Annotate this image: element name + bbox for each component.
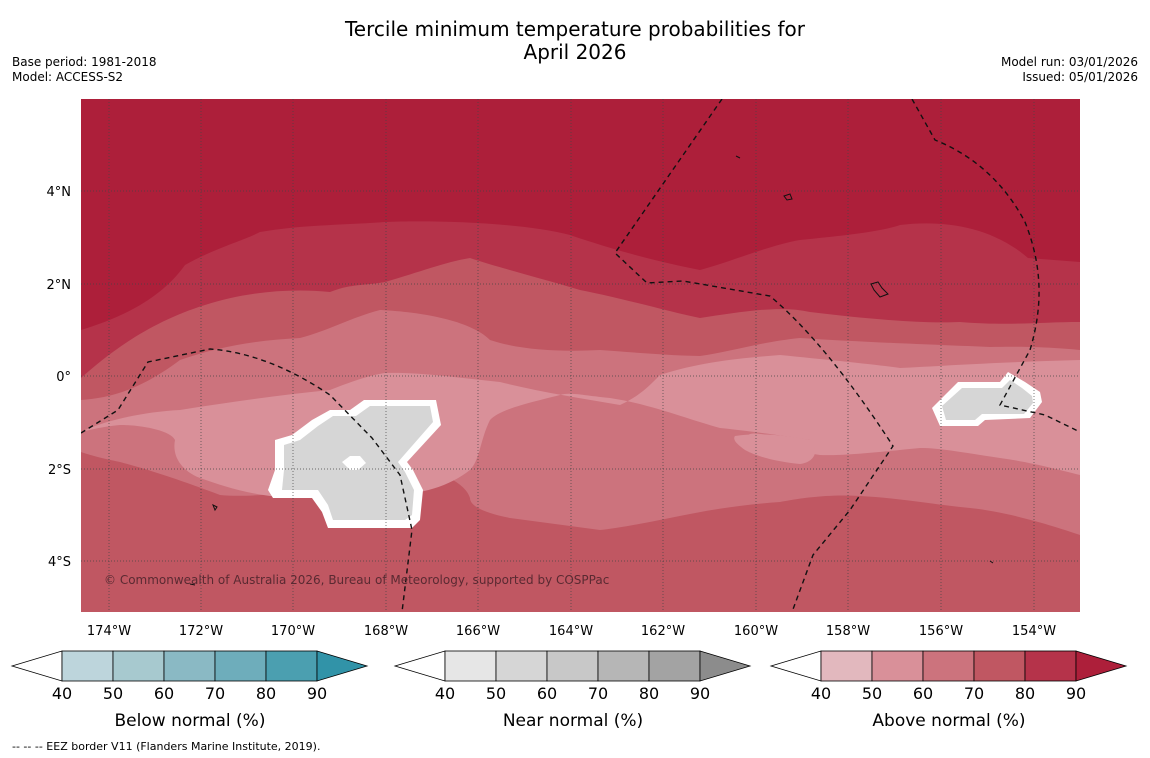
lat-labels: 4°N 2°N 0° 2°S 4°S [47,185,72,570]
issued-date: Issued: 05/01/2026 [1022,70,1138,84]
colorbar-segment [495,650,548,682]
colorbar-segment [112,650,165,682]
colorbar-extend-high [699,650,752,682]
island [870,281,889,298]
colorbar-tick: 40 [811,684,831,703]
island [989,560,994,564]
island [189,583,196,586]
colorbar-tick: 90 [690,684,710,703]
colorbar-tick: 80 [1015,684,1035,703]
colorbar-tick: 80 [256,684,276,703]
lon-label: 160°W [734,624,778,639]
colorbar-segment [265,650,318,682]
colorbar-segment [597,650,650,682]
lon-label: 166°W [456,624,500,639]
colorbar-above-normal: 40 50 60 70 80 90 Above normal (%) [769,650,1128,731]
colorbar-tick: 80 [639,684,659,703]
colorbar-segment [444,650,497,682]
colorbar-extend-high [1075,650,1128,682]
meta-right: Model run: 03/01/2026 Issued: 05/01/2026 [1001,55,1138,85]
colorbar-tick: 60 [913,684,933,703]
lon-labels: 174°W 172°W 170°W 168°W 166°W 164°W 162°… [87,624,1056,639]
model-name: Model: ACCESS-S2 [12,70,124,84]
band-above-50-patch [734,434,816,464]
lon-label: 164°W [549,624,593,639]
colorbar-extend-low [10,650,63,682]
lon-label: 174°W [87,624,131,639]
island [735,155,741,159]
lat-label: 4°S [48,555,71,570]
colorbar-segment [820,650,873,682]
lon-label: 172°W [179,624,223,639]
colorbar-segment [163,650,216,682]
colorbar-segment [546,650,599,682]
colorbar-extend-high [316,650,369,682]
colorbar-tick: 60 [154,684,174,703]
colorbar-tick: 50 [486,684,506,703]
meta-left: Base period: 1981-2018 Model: ACCESS-S2 [12,55,157,85]
probability-field [81,99,1080,612]
colorbar-segment [214,650,267,682]
colorbar-tick: 50 [103,684,123,703]
islands [189,155,994,586]
lat-label: 4°N [47,185,72,200]
lon-label: 168°W [364,624,408,639]
colorbar-tick: 70 [588,684,608,703]
colorbar-tick: 90 [1066,684,1086,703]
lon-label: 158°W [826,624,870,639]
map-title-line2: April 2026 [523,40,627,64]
colorbar-segment [973,650,1026,682]
colorbar-segment [61,650,114,682]
colorbar-title: Above normal (%) [872,711,1025,731]
base-period: Base period: 1981-2018 [12,55,157,69]
colorbar-extend-low [769,650,822,682]
lon-label: 154°W [1012,624,1056,639]
eez-footnote: -- -- -- EEZ border V11 (Flanders Marine… [12,740,321,753]
colorbar-segment [648,650,701,682]
lon-label: 170°W [271,624,315,639]
model-run: Model run: 03/01/2026 [1000,55,1138,69]
colorbar-near-normal: 40 50 60 70 80 90 Near normal (%) [393,650,752,731]
colorbar-segment [922,650,975,682]
colorbar-title: Near normal (%) [503,711,643,731]
lat-label: 2°S [48,463,71,478]
colorbar-tick: 60 [537,684,557,703]
attribution: © Commonwealth of Australia 2026, Bureau… [104,573,609,587]
lat-label: 0° [56,370,71,385]
colorbar-below-normal: 40 50 60 70 80 90 Below normal (%) [10,650,369,731]
island [212,503,218,512]
colorbar-tick: 50 [862,684,882,703]
colorbar-tick: 40 [435,684,455,703]
eez-borders [81,99,1080,612]
map-title: Tercile minimum temperature probabilitie… [0,18,1150,64]
near-normal-right [942,380,1033,420]
colorbar-segment [1024,650,1077,682]
lon-label: 162°W [641,624,685,639]
colorbar-tick: 40 [52,684,72,703]
colorbar-title: Below normal (%) [115,711,266,731]
lat-label: 2°N [47,278,72,293]
colorbar-extend-low [393,650,446,682]
island [783,193,793,201]
near-normal-left-hole [342,456,366,470]
lon-label: 156°W [919,624,963,639]
colorbar-tick: 90 [307,684,327,703]
colorbar-segment [871,650,924,682]
colorbar-tick: 70 [964,684,984,703]
colorbar-tick: 70 [205,684,225,703]
map-title-line1: Tercile minimum temperature probabilitie… [344,17,806,41]
